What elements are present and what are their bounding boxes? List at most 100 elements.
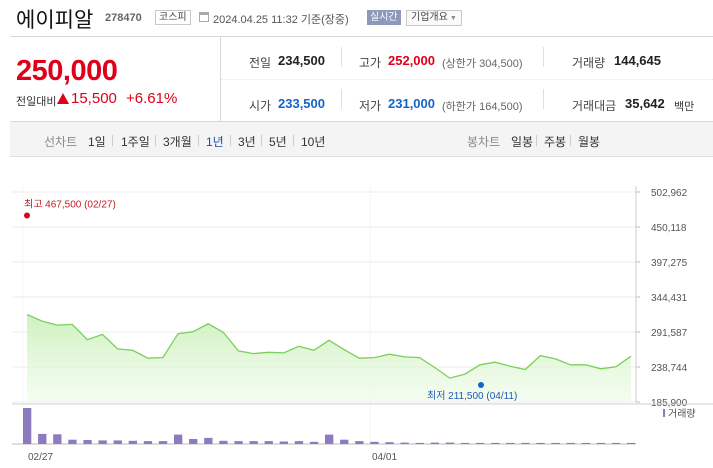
tab-separator (198, 135, 199, 146)
realtime-badge[interactable]: 실시간 (367, 10, 401, 25)
volume-bar (309, 441, 319, 444)
volume-bar (325, 434, 334, 444)
volume-bar (128, 440, 137, 444)
up-triangle-icon (57, 93, 69, 104)
upper-limit: (상한가 304,500) (442, 58, 523, 70)
volume-bar (38, 433, 47, 444)
volume-bar (491, 442, 500, 444)
volume-bar (158, 441, 168, 444)
tab-separator (536, 135, 537, 146)
change-percent: +6.61% (126, 90, 178, 107)
y-tick-label: 344,431 (651, 293, 688, 304)
lower-limit: (하한가 164,500) (442, 101, 523, 113)
high-label: 고가 (359, 56, 382, 70)
x-tick-label: 04/01 (372, 452, 397, 463)
price-line (26, 313, 632, 379)
volume-bar (536, 442, 545, 444)
chart-period-tabs: 선차트 1일 1주일 3개월 1년 3년 5년 10년 봉차트 일봉 주봉 월봉 (10, 122, 713, 157)
open-value: 233,500 (278, 96, 325, 111)
tab-1year[interactable]: 1년 (206, 135, 224, 149)
low-annotation: 최저 211,500 (04/11) (427, 390, 517, 402)
volume-bar (68, 439, 77, 444)
volume-value: 144,645 (614, 53, 661, 68)
volume-label: 거래량 (572, 56, 606, 70)
volume-bar (219, 440, 228, 444)
volume-bar (430, 442, 439, 444)
tab-1day[interactable]: 1일 (88, 135, 106, 149)
volume-bar (23, 408, 32, 444)
price-area (27, 314, 631, 402)
volume-bar (53, 434, 62, 444)
change-label: 전일대비 (16, 96, 57, 108)
volume-bar (415, 442, 424, 444)
stock-header: 에이피알 278470 코스피 2024.04.25 11:32 기준(장중) … (0, 0, 713, 34)
tab-3year[interactable]: 3년 (238, 135, 256, 149)
y-tick-label: 450,118 (651, 223, 687, 234)
column-divider (341, 89, 342, 109)
calendar-icon (199, 12, 209, 22)
volume-bar (204, 437, 213, 444)
tab-daily[interactable]: 일봉 (511, 135, 534, 149)
open-label: 시가 (249, 99, 272, 113)
current-price: 250,000 (16, 55, 118, 87)
stock-code: 278470 (105, 12, 142, 24)
low-point-marker (478, 382, 484, 389)
volume-bar (445, 442, 455, 444)
candle-chart-label: 봉차트 (467, 135, 501, 149)
turnover-label: 거래대금 (572, 99, 617, 113)
volume-bar (627, 442, 636, 444)
volume-bar (279, 441, 288, 444)
tab-monthly[interactable]: 월봉 (578, 135, 601, 149)
prev-close-value: 234,500 (278, 53, 325, 68)
tab-separator (570, 135, 571, 146)
row-divider (221, 79, 713, 80)
volume-bar (521, 442, 530, 444)
tab-weekly[interactable]: 주봉 (544, 135, 567, 149)
change-value: 15,500 (71, 90, 117, 107)
volume-bar (98, 440, 107, 444)
volume-bar (143, 441, 153, 444)
y-tick-label: 502,962 (651, 188, 688, 199)
volume-bar (385, 442, 394, 444)
tab-separator (155, 135, 156, 146)
y-tick-label: 397,275 (651, 258, 688, 269)
low-label: 저가 (359, 99, 382, 113)
column-divider (543, 89, 544, 109)
price-panel: 250,000 전일대비 15,500 +6.61% (10, 37, 221, 121)
company-info-label: 기업개요 (411, 12, 448, 23)
tab-1week[interactable]: 1주일 (121, 135, 150, 149)
volume-bar (83, 440, 92, 444)
tab-3month[interactable]: 3개월 (163, 135, 192, 149)
tab-separator (230, 135, 231, 146)
high-annotation: 최고 467,500 (02/27) (24, 198, 116, 210)
high-value: 252,000 (388, 53, 435, 68)
volume-legend-label: 거래량 (668, 408, 696, 420)
tab-5year[interactable]: 5년 (269, 135, 287, 149)
chevron-down-icon: ▼ (449, 15, 457, 22)
volume-bar (476, 442, 485, 444)
volume-bar (596, 442, 606, 444)
tab-10year[interactable]: 10년 (301, 135, 326, 149)
volume-bar (249, 441, 258, 444)
volume-bar (355, 441, 364, 444)
tab-separator (112, 135, 113, 146)
volume-bar (566, 442, 575, 444)
company-info-dropdown[interactable]: 기업개요 ▼ (406, 10, 462, 26)
tab-separator (293, 135, 294, 146)
stock-name: 에이피알 (16, 9, 94, 32)
y-tick-label: 238,744 (651, 363, 688, 374)
market-badge: 코스피 (155, 10, 191, 25)
quote-summary: 250,000 전일대비 15,500 +6.61% 전일 234,500 고가… (10, 36, 713, 122)
y-tick-label: 291,587 (651, 328, 688, 339)
volume-bar (370, 441, 379, 444)
low-value: 231,000 (388, 96, 435, 111)
line-chart-label: 선차트 (44, 135, 78, 149)
volume-bar (294, 441, 304, 444)
column-divider (341, 47, 342, 67)
volume-bar (551, 442, 560, 444)
turnover-value: 35,642 (625, 96, 665, 111)
x-tick-label: 02/27 (28, 452, 53, 463)
volume-bar (506, 442, 515, 444)
volume-bar (611, 442, 621, 444)
turnover-unit: 백만 (674, 101, 695, 113)
